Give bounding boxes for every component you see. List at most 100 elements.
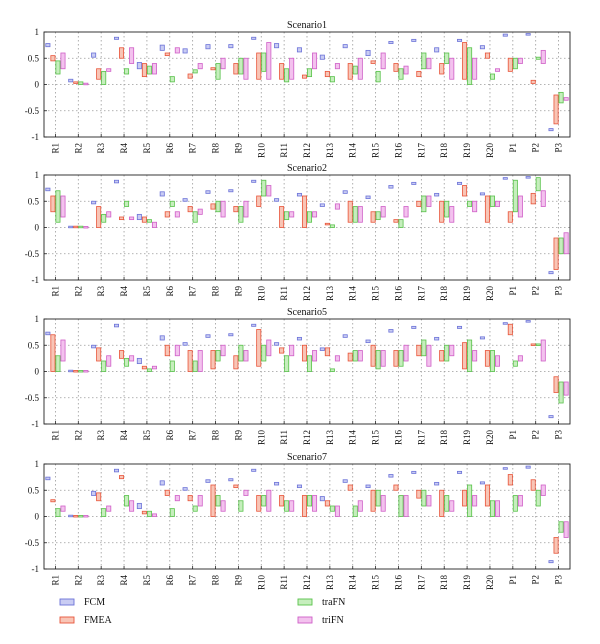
box-trifn-r16 — [403, 206, 409, 218]
box-fmea-r11 — [279, 206, 285, 228]
box-fmea-r11 — [279, 63, 285, 80]
x-tick-label-r16: R16 — [393, 575, 403, 591]
x-tick-label-r18: R18 — [439, 286, 449, 302]
x-tick-label-p3: P3 — [554, 430, 564, 440]
box-fcm-r17 — [411, 181, 417, 185]
box-fmea-p2 — [530, 343, 536, 346]
x-tick-label-r12: R12 — [302, 575, 312, 590]
x-tick-label-r18: R18 — [439, 143, 449, 159]
box-trifn-r11 — [289, 57, 295, 80]
box-trifn-p2 — [540, 339, 546, 362]
x-tick-label-r20: R20 — [485, 143, 495, 159]
box-trifn-r7 — [197, 350, 203, 372]
box-fcm-r20 — [479, 336, 485, 340]
y-tick-label: -0.5 — [25, 249, 40, 259]
box-trafn-r5 — [146, 368, 152, 372]
box-fcm-r19 — [457, 181, 463, 185]
y-tick-label: -0.5 — [25, 393, 40, 403]
box-fmea-p1 — [507, 474, 513, 486]
box-trifn-r2 — [83, 226, 89, 229]
x-tick-label-r10: R10 — [256, 575, 266, 591]
box-trafn-r2 — [78, 515, 84, 518]
box-trifn-p2 — [540, 49, 546, 64]
box-fmea-r11 — [279, 495, 285, 507]
box-fcm-r18 — [434, 336, 440, 341]
box-trafn-r13 — [329, 76, 335, 83]
box-fcm-r16 — [388, 185, 394, 189]
box-trafn-r8 — [215, 350, 221, 362]
panel-scenario5: Scenario5 -1 -0.5 0 0.5 1 R1 R2 R3 R4 R5 R6 R7 R8 R9 R1… — [25, 307, 571, 446]
box-fcm-r13 — [319, 54, 325, 60]
box-trafn-r10 — [261, 179, 267, 197]
x-tick-label-r1: R1 — [50, 575, 60, 586]
x-tick-label-p2: P2 — [531, 575, 541, 585]
legend-label-trafn: traFN — [322, 597, 345, 608]
x-tick-label-r19: R19 — [462, 430, 472, 446]
box-trafn-r2 — [78, 225, 84, 229]
y-tick-label: 0 — [35, 80, 40, 90]
x-tick-label-r8: R8 — [211, 575, 221, 586]
box-trafn-p2 — [535, 489, 541, 507]
box-fmea-r2 — [73, 515, 79, 518]
box-fmea-r12 — [301, 344, 307, 362]
box-fmea-r20 — [484, 195, 490, 223]
box-fcm-r7 — [182, 48, 188, 54]
box-fmea-r1 — [50, 334, 56, 372]
y-tick-label: 0.5 — [28, 53, 40, 63]
box-fcm-r2 — [68, 369, 74, 373]
box-fcm-r6 — [159, 44, 165, 51]
box-trafn-r18 — [444, 344, 450, 362]
box-trafn-r19 — [467, 484, 473, 517]
y-tick-label: -1 — [32, 419, 40, 429]
box-trafn-r13 — [329, 224, 335, 228]
box-fmea-r3 — [96, 206, 102, 228]
x-tick-label-r19: R19 — [462, 143, 472, 159]
box-fmea-r10 — [256, 52, 262, 80]
x-tick-label-r11: R11 — [279, 286, 289, 301]
box-fmea-p2 — [530, 192, 536, 205]
x-tick-label-p1: P1 — [508, 430, 518, 440]
box-trifn-r16 — [403, 65, 409, 75]
box-fmea-r4 — [119, 350, 125, 359]
box-trifn-r9 — [243, 350, 249, 362]
box-fcm-r10 — [251, 468, 257, 472]
box-fmea-r14 — [347, 200, 353, 223]
box-fcm-r1 — [45, 331, 51, 336]
box-trafn-p3 — [558, 91, 564, 104]
box-fmea-r10 — [256, 329, 262, 367]
box-trifn-r8 — [220, 57, 226, 70]
panel-title: Scenario7 — [287, 452, 327, 463]
x-tick-label-r3: R3 — [96, 430, 106, 441]
x-tick-label-r12: R12 — [302, 143, 312, 158]
box-trifn-r14 — [357, 57, 363, 80]
box-fmea-r8 — [210, 350, 216, 370]
box-trafn-r7 — [192, 69, 198, 74]
box-trifn-r19 — [472, 200, 478, 213]
y-tick-label: -1 — [32, 275, 40, 285]
box-trifn-r13 — [334, 505, 340, 517]
box-fcm-r5 — [136, 62, 142, 70]
x-tick-label-r7: R7 — [188, 143, 198, 154]
x-tick-label-r12: R12 — [302, 286, 312, 301]
box-trifn-r16 — [403, 495, 409, 517]
x-tick-label-r3: R3 — [96, 575, 106, 586]
box-trafn-r12 — [307, 68, 313, 78]
box-fcm-r18 — [434, 481, 440, 486]
box-trafn-r20 — [489, 195, 495, 207]
panel-scenario2: Scenario2 -1 -0.5 0 0.5 1 R1 R2 R3 R4 R5 R6 R7 R8 R9 R1… — [25, 163, 571, 302]
box-fcm-r10 — [251, 179, 257, 183]
box-fmea-r13 — [324, 70, 330, 78]
box-trifn-r11 — [289, 500, 295, 512]
box-fmea-r15 — [370, 60, 376, 64]
box-fcm-r19 — [457, 470, 463, 474]
box-fcm-r2 — [68, 514, 74, 518]
box-fcm-r6 — [159, 335, 165, 341]
box-fmea-r9 — [233, 63, 239, 75]
box-fmea-r19 — [462, 489, 468, 507]
box-trafn-r17 — [421, 52, 427, 70]
x-tick-label-r16: R16 — [393, 286, 403, 302]
box-trafn-r18 — [444, 52, 450, 64]
x-tick-label-r12: R12 — [302, 430, 312, 445]
box-trifn-r6 — [174, 344, 180, 357]
y-tick-label: 1 — [35, 27, 40, 37]
